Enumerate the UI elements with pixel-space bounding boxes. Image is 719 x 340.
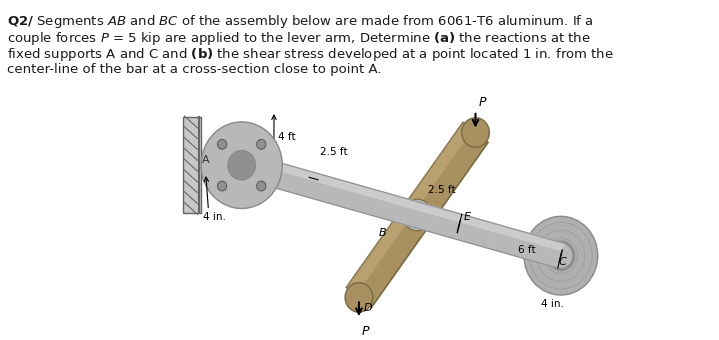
Text: $P$: $P$	[478, 96, 487, 109]
Polygon shape	[347, 122, 472, 295]
Text: 4 in.: 4 in.	[203, 212, 226, 222]
Circle shape	[257, 181, 266, 191]
Text: 4 ft: 4 ft	[278, 132, 296, 142]
Circle shape	[524, 216, 597, 295]
Text: 6 ft: 6 ft	[518, 245, 535, 255]
Circle shape	[217, 139, 226, 149]
Circle shape	[201, 122, 283, 208]
Ellipse shape	[549, 243, 573, 269]
Circle shape	[462, 118, 490, 147]
Text: $C$: $C$	[558, 255, 567, 267]
FancyBboxPatch shape	[183, 117, 201, 214]
Circle shape	[257, 139, 266, 149]
Text: fixed supports A and C and $\mathbf{(b)}$ the shear stress developed at a point : fixed supports A and C and $\mathbf{(b)}…	[7, 46, 614, 63]
Text: $E$: $E$	[463, 210, 472, 222]
Text: $P$: $P$	[361, 325, 370, 338]
Polygon shape	[243, 153, 564, 251]
Polygon shape	[239, 153, 564, 268]
Text: center-line of the bar at a cross-section close to point A.: center-line of the bar at a cross-sectio…	[7, 63, 382, 76]
Text: $\mathbf{Q2/}$ Segments $\mathit{AB}$ and $\mathit{BC}$ of the assembly below ar: $\mathbf{Q2/}$ Segments $\mathit{AB}$ an…	[7, 13, 594, 30]
Circle shape	[403, 199, 432, 231]
Text: 2.5 ft: 2.5 ft	[429, 185, 456, 195]
Polygon shape	[347, 122, 488, 307]
Circle shape	[345, 283, 372, 312]
Circle shape	[228, 151, 255, 180]
Text: A: A	[202, 155, 209, 165]
Text: 4 in.: 4 in.	[541, 299, 564, 309]
Text: couple forces $\mathit{P}$ = 5 kip are applied to the lever arm, Determine $\mat: couple forces $\mathit{P}$ = 5 kip are a…	[7, 30, 591, 47]
Circle shape	[547, 241, 574, 270]
Text: $D$: $D$	[362, 301, 372, 313]
Text: 2.5 ft: 2.5 ft	[320, 147, 348, 157]
Text: $B$: $B$	[377, 226, 387, 238]
Circle shape	[217, 181, 226, 191]
